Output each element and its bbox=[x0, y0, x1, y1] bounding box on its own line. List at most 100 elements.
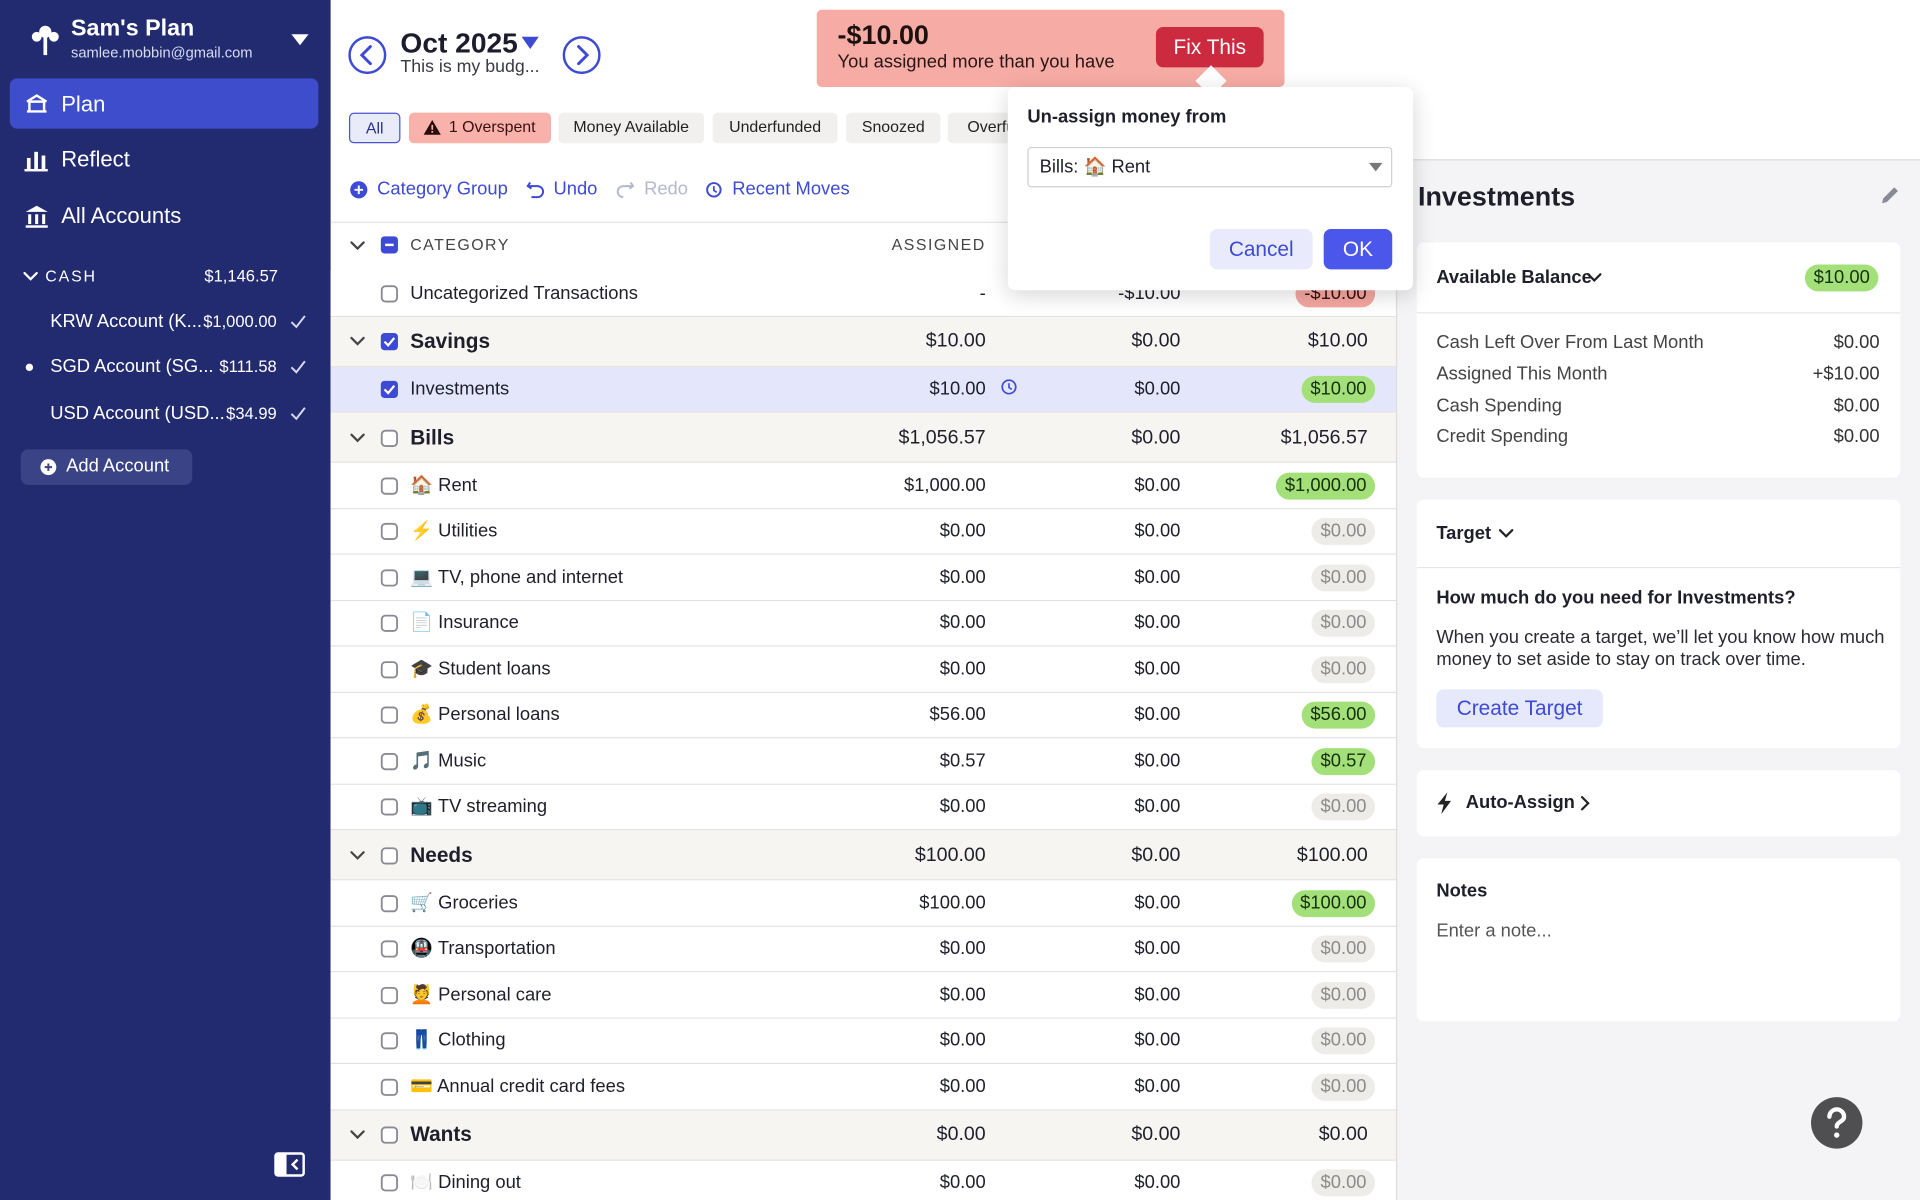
checkbox[interactable] bbox=[380, 660, 398, 679]
available-pill[interactable]: $0.00 bbox=[1311, 935, 1376, 963]
category-row[interactable]: 🏠 Rent $1,000.00 $0.00 $1,000.00 bbox=[330, 462, 1396, 509]
checkbox[interactable] bbox=[380, 1078, 398, 1096]
assigned[interactable]: - bbox=[979, 282, 986, 304]
nav-item[interactable]: All Accounts bbox=[61, 203, 182, 228]
next-month[interactable] bbox=[562, 36, 601, 75]
available-pill[interactable]: $0.00 bbox=[1311, 518, 1376, 546]
category-group-row[interactable]: Needs $100.00 $0.00 $100.00 bbox=[330, 830, 1396, 881]
category-select[interactable]: Bills: 🏠 Rent bbox=[1027, 146, 1393, 188]
checkbox[interactable] bbox=[380, 569, 398, 587]
assigned[interactable]: $10.00 bbox=[929, 378, 986, 400]
help-button[interactable] bbox=[1811, 1097, 1863, 1149]
available-pill[interactable]: $10.00 bbox=[1301, 376, 1376, 404]
assigned[interactable]: $1,000.00 bbox=[903, 474, 986, 496]
filter-chip[interactable]: Money Available bbox=[558, 112, 705, 144]
assigned[interactable]: $0.00 bbox=[936, 1124, 986, 1145]
nav-item[interactable]: Plan bbox=[61, 91, 106, 117]
checkbox[interactable] bbox=[380, 285, 398, 303]
fix-this-button[interactable]: Fix This bbox=[1155, 26, 1264, 68]
filter-chip[interactable]: All bbox=[348, 112, 401, 144]
plan-name[interactable]: Sam's Plan bbox=[71, 15, 195, 42]
available-pill[interactable]: $0.00 bbox=[1311, 564, 1376, 592]
toolbar-action[interactable]: Undo bbox=[553, 178, 598, 200]
filter-chip[interactable]: Snoozed bbox=[846, 112, 941, 144]
assigned[interactable]: $0.00 bbox=[939, 1030, 986, 1051]
checkbox[interactable] bbox=[380, 752, 398, 770]
month-caret[interactable] bbox=[521, 36, 539, 49]
assigned[interactable]: $0.00 bbox=[939, 566, 986, 588]
notes-input[interactable]: Enter a note... bbox=[1436, 920, 1552, 942]
balance-label[interactable]: Available Balance bbox=[1436, 266, 1592, 288]
chevron[interactable] bbox=[1498, 529, 1514, 539]
category-row[interactable]: 🛒 Groceries $100.00 $0.00 $100.00 bbox=[330, 880, 1396, 927]
chevron[interactable] bbox=[1587, 273, 1602, 283]
category-row[interactable]: ⚡ Utilities $0.00 $0.00 $0.00 bbox=[330, 508, 1396, 555]
chevron[interactable] bbox=[350, 336, 365, 347]
month-note[interactable]: This is my budg... bbox=[400, 57, 540, 78]
assigned[interactable]: $0.00 bbox=[939, 612, 986, 634]
account-name[interactable]: KRW Account (K... bbox=[50, 311, 202, 332]
toolbar-action[interactable]: Category Group bbox=[377, 178, 508, 200]
chevron[interactable] bbox=[350, 241, 365, 251]
chevron[interactable] bbox=[23, 271, 38, 282]
cancel-button[interactable]: Cancel bbox=[1209, 228, 1313, 270]
assigned[interactable]: $0.00 bbox=[939, 520, 986, 542]
assigned[interactable]: $0.00 bbox=[939, 658, 986, 680]
checkbox[interactable] bbox=[380, 1126, 398, 1144]
category-row[interactable]: 🎵 Music $0.57 $0.00 $0.57 bbox=[330, 738, 1396, 785]
available-pill[interactable]: $0.57 bbox=[1311, 747, 1376, 775]
category-group-row[interactable]: Savings $10.00 $0.00 $10.00 bbox=[330, 316, 1396, 367]
category-row[interactable]: 🍽️ Dining out $0.00 $0.00 $0.00 bbox=[330, 1160, 1396, 1200]
auto-assign-card[interactable]: Auto-Assign bbox=[1416, 770, 1901, 837]
checkbox[interactable] bbox=[380, 615, 398, 633]
assigned[interactable]: $56.00 bbox=[929, 704, 986, 726]
available-pill[interactable]: $0.00 bbox=[1311, 1169, 1376, 1197]
toolbar-action[interactable]: Redo bbox=[644, 178, 688, 200]
assigned[interactable]: $10.00 bbox=[925, 330, 986, 352]
account-name[interactable]: USD Account (USD... bbox=[50, 402, 225, 424]
checkbox[interactable] bbox=[380, 798, 398, 816]
category-row[interactable]: 💆 Personal care $0.00 $0.00 $0.00 bbox=[330, 972, 1396, 1019]
nav-item[interactable]: Reflect bbox=[61, 146, 130, 172]
account-name[interactable]: SGD Account (SG... bbox=[50, 356, 214, 378]
category-row[interactable]: 🎓 Student loans $0.00 $0.00 $0.00 bbox=[330, 646, 1396, 693]
category-row[interactable]: 💰 Personal loans $56.00 $0.00 $56.00 bbox=[330, 692, 1396, 739]
assigned[interactable]: $0.57 bbox=[939, 750, 986, 772]
assigned[interactable]: $0.00 bbox=[939, 1076, 986, 1097]
available-pill[interactable]: $100.00 bbox=[1291, 889, 1376, 917]
collapse-sidebar[interactable] bbox=[274, 1152, 305, 1177]
category-row[interactable]: 📺 TV streaming $0.00 $0.00 $0.00 bbox=[330, 784, 1396, 831]
checkbox[interactable] bbox=[380, 706, 398, 724]
category-group-row[interactable]: Wants $0.00 $0.00 $0.00 bbox=[330, 1110, 1396, 1161]
checkbox[interactable] bbox=[380, 236, 398, 254]
available-pill[interactable]: $0.00 bbox=[1311, 793, 1376, 821]
chevron[interactable] bbox=[350, 850, 365, 860]
target-label[interactable]: Target bbox=[1436, 522, 1492, 544]
category-row[interactable]: Investments $10.00 $0.00 $10.00 bbox=[330, 366, 1396, 413]
category-row[interactable]: 🚇 Transportation $0.00 $0.00 $0.00 bbox=[330, 926, 1396, 973]
available-pill[interactable]: $0.00 bbox=[1311, 1073, 1376, 1101]
month[interactable]: Oct 2025 bbox=[400, 26, 518, 59]
checkbox[interactable] bbox=[380, 523, 398, 541]
chevron[interactable] bbox=[350, 1130, 365, 1140]
assigned[interactable]: $0.00 bbox=[939, 796, 986, 818]
available-pill[interactable]: $1,000.00 bbox=[1276, 472, 1376, 500]
category-row[interactable]: 💳 Annual credit card fees $0.00 $0.00 $0.00 bbox=[330, 1064, 1396, 1110]
checkbox[interactable] bbox=[380, 333, 398, 351]
assigned[interactable]: $0.00 bbox=[939, 1172, 986, 1193]
available-pill[interactable]: $0.00 bbox=[1311, 610, 1376, 638]
add-account-button[interactable]: Add Account bbox=[20, 449, 193, 485]
move-history-icon[interactable] bbox=[1000, 379, 1017, 396]
checkbox[interactable] bbox=[380, 1174, 398, 1192]
plan-menu-caret[interactable] bbox=[291, 34, 309, 46]
checkbox[interactable] bbox=[380, 986, 398, 1004]
available-pill[interactable]: $0.00 bbox=[1311, 981, 1376, 1009]
ok-button[interactable]: OK bbox=[1323, 228, 1393, 270]
toolbar-action[interactable]: Recent Moves bbox=[732, 178, 850, 200]
checkbox[interactable] bbox=[380, 429, 398, 447]
checkbox[interactable] bbox=[380, 846, 398, 864]
checkbox[interactable] bbox=[380, 1032, 398, 1050]
filter-chip[interactable]: Underfunded bbox=[712, 112, 838, 144]
available-pill[interactable]: $56.00 bbox=[1301, 701, 1376, 729]
checkbox[interactable] bbox=[380, 477, 398, 495]
